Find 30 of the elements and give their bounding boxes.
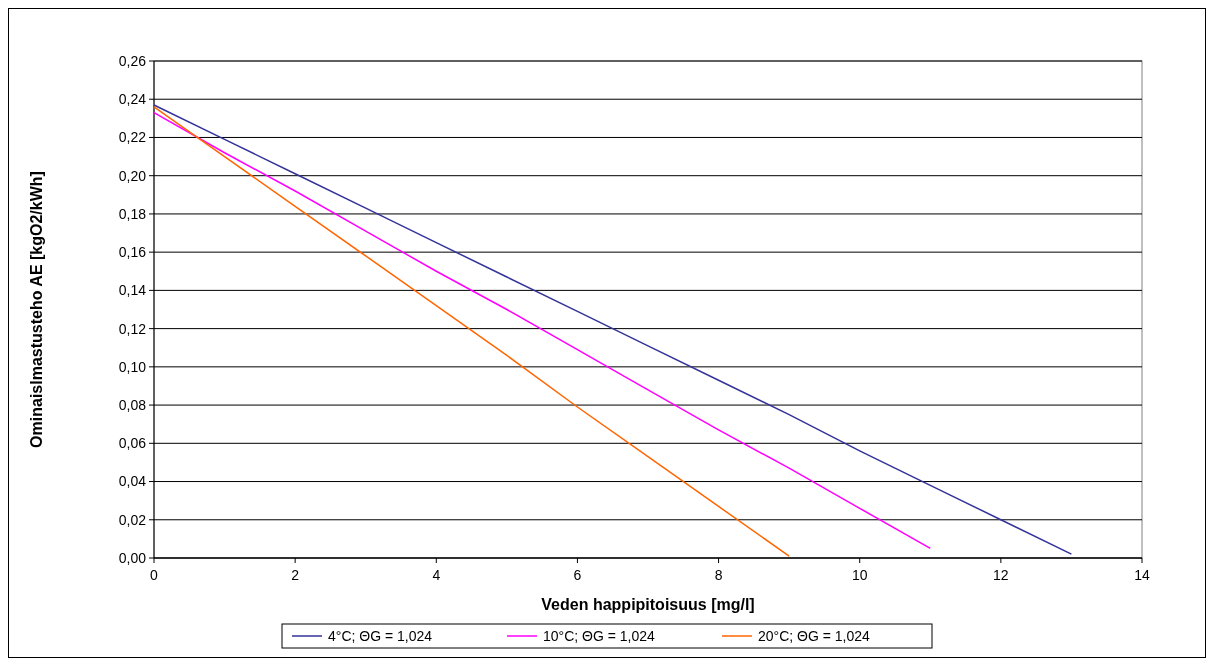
x-tick-label: 14 <box>1134 567 1150 583</box>
x-tick-label: 10 <box>851 567 868 583</box>
x-axis-title: Veden happipitoisuus [mg/l] <box>541 596 755 613</box>
x-tick-label: 12 <box>993 567 1009 583</box>
y-tick-label: 0,00 <box>118 549 147 566</box>
y-tick-label: 0,10 <box>118 358 147 375</box>
y-tick-label: 0,12 <box>118 320 147 337</box>
legend-label: 10°C; ΘG = 1,024 <box>543 627 656 644</box>
line-series <box>153 111 932 550</box>
legend-label: 4°C; ΘG = 1,024 <box>328 627 433 644</box>
y-tick-label: 0,02 <box>118 511 147 528</box>
x-tick-label: 8 <box>714 567 723 583</box>
x-tick-label: 2 <box>291 567 300 583</box>
y-tick-label: 0,26 <box>118 52 147 69</box>
y-tick-label: 0,20 <box>118 167 147 184</box>
y-axis-title: Ominaislmastusteho AE [kgO2/kWh] <box>28 171 45 448</box>
x-tick-label: 0 <box>150 567 159 583</box>
y-tick-label: 0,16 <box>118 244 147 261</box>
y-tick-label: 0,24 <box>118 91 147 108</box>
y-tick-label: 0,14 <box>118 282 147 299</box>
legend-label: 20°C; ΘG = 1,024 <box>758 627 871 644</box>
x-tick-label: 4 <box>432 567 441 583</box>
line-series <box>153 104 1073 555</box>
y-tick-label: 0,22 <box>118 129 147 146</box>
y-tick-label: 0,04 <box>118 473 147 490</box>
x-tick-label: 6 <box>573 567 582 583</box>
y-tick-label: 0,18 <box>118 205 147 222</box>
line-series <box>153 106 790 557</box>
y-tick-label: 0,06 <box>118 435 147 452</box>
y-tick-label: 0,08 <box>118 396 147 413</box>
